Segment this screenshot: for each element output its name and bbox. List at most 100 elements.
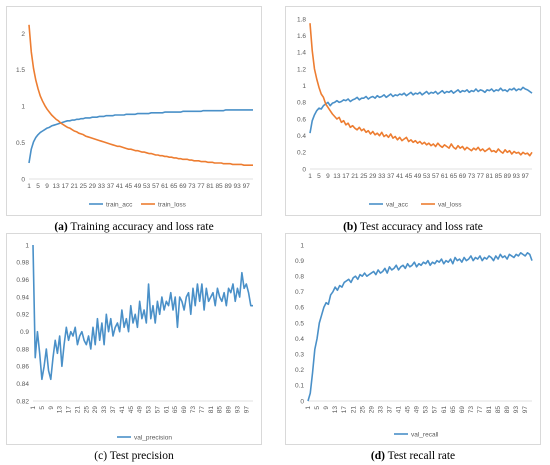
x-tick-label: 1	[27, 183, 31, 190]
x-tick-label: 81	[206, 183, 214, 190]
x-tick-label: 37	[107, 183, 115, 190]
x-tick-label: 93	[234, 183, 242, 190]
x-tick-label: 65	[170, 183, 178, 190]
x-tick-label: 89	[504, 173, 512, 180]
x-tick-label: 81	[486, 173, 494, 180]
legend-label-val_loss: val_loss	[438, 201, 462, 208]
x-tick-label: 69	[459, 406, 466, 414]
x-tick-label: 17	[341, 406, 348, 414]
y-tick-label: 1.2	[297, 66, 306, 73]
y-tick-label: 0.4	[295, 336, 304, 343]
x-tick-label: 13	[333, 173, 341, 180]
x-tick-label: 33	[98, 183, 106, 190]
y-tick-label: 0.4	[297, 133, 306, 140]
x-tick-label: 93	[513, 406, 520, 414]
x-tick-label: 17	[62, 183, 70, 190]
x-tick-label: 57	[154, 406, 161, 414]
caption-c: (c) Test precision	[6, 450, 262, 462]
x-tick-label: 77	[477, 173, 485, 180]
x-tick-label: 25	[360, 173, 368, 180]
caption-d-text: Test recall rate	[384, 450, 456, 462]
x-tick-label: 61	[161, 183, 169, 190]
x-tick-label: 21	[71, 183, 79, 190]
x-tick-label: 61	[441, 406, 448, 414]
series-line-val_recall	[307, 251, 533, 402]
x-tick-label: 21	[350, 406, 357, 414]
x-tick-label: 5	[39, 406, 46, 410]
x-tick-label: 65	[172, 406, 179, 414]
y-tick-label: 0.6	[295, 305, 304, 312]
y-tick-label: 0	[21, 176, 25, 183]
x-tick-label: 97	[522, 173, 530, 180]
x-tick-label: 9	[45, 183, 49, 190]
x-tick-label: 37	[386, 406, 393, 414]
x-tick-label: 29	[369, 173, 377, 180]
chart-frame-c: 0.82 0.84 0.86 0.88 0.9 0.92 0.94 0.96 0.98 1 1 5 9 1…	[6, 233, 262, 445]
chart-frame-d: 0 0.1 0.2 0.3 0.4 0.5 0.6 0.7 0.8 0.9 1 1 5 9 13 17 21 25…	[285, 233, 541, 445]
x-tick-label: 69	[459, 173, 467, 180]
x-tick-label: 53	[423, 406, 430, 414]
y-tick-label: 1.6	[297, 33, 306, 40]
chart-frame-b: 0 0.2 0.4 0.6 0.8 1 1.2 1.4 1.6 1.8 1 5 9 13 17 21 25 29 3…	[285, 6, 541, 216]
chart-d: 00.10.20.30.40.50.60.70.80.911 5 9 13 17 21 25…	[295, 242, 533, 438]
y-tick-label: 0.5	[16, 140, 25, 147]
x-tick-label: 41	[396, 406, 403, 414]
series-line-val_precision	[32, 244, 253, 381]
x-tick-label: 77	[477, 406, 484, 414]
y-tick-label: 2	[21, 31, 25, 38]
x-tick-label: 1	[308, 173, 312, 180]
chart-a: 00.511.521 5 9 13 17 21 25 29 33 37 41 45 49 53 57 61 65…	[16, 24, 253, 208]
y-tick-label: 0.7	[295, 289, 304, 296]
x-tick-label: 9	[326, 173, 330, 180]
x-tick-label: 21	[74, 406, 81, 414]
x-tick-label: 25	[83, 406, 90, 414]
x-tick-label: 61	[441, 173, 449, 180]
x-tick-label: 69	[179, 183, 187, 190]
y-tick-label: 0.2	[297, 150, 306, 157]
x-tick-label: 33	[101, 406, 108, 414]
x-tick-label: 97	[522, 406, 529, 414]
x-tick-label: 49	[414, 406, 421, 414]
x-tick-label: 57	[432, 406, 439, 414]
x-tick-label: 65	[450, 173, 458, 180]
y-tick-label: 0.94	[16, 294, 29, 301]
caption-d-letter: (d)	[370, 450, 385, 462]
series-line-train_loss	[28, 24, 253, 166]
x-tick-label: 93	[513, 173, 521, 180]
x-tick-label: 41	[396, 173, 404, 180]
x-tick-label: 37	[387, 173, 395, 180]
caption-d: (d) Test recall rate	[285, 450, 541, 462]
x-tick-label: 93	[234, 406, 241, 414]
x-tick-label: 1	[30, 406, 37, 410]
x-tick-label: 29	[92, 406, 99, 414]
x-tick-label: 85	[495, 406, 502, 414]
caption-a: (a) Training accuracy and loss rate	[6, 221, 262, 233]
x-tick-label: 21	[351, 173, 359, 180]
x-tick-label: 57	[432, 173, 440, 180]
caption-b-letter: (b)	[343, 221, 358, 233]
x-tick-label: 1	[305, 406, 312, 410]
y-tick-label: 0.84	[16, 381, 29, 388]
x-tick-label: 9	[48, 406, 55, 410]
x-tick-label: 9	[323, 406, 330, 410]
x-tick-label: 13	[332, 406, 339, 414]
y-tick-label: 0	[302, 166, 306, 173]
y-tick-label: 0.6	[297, 116, 306, 123]
x-tick-label: 61	[163, 406, 170, 414]
series-line-val_loss	[309, 23, 533, 157]
x-tick-label: 97	[243, 183, 251, 190]
x-tick-label: 53	[423, 173, 431, 180]
caption-a-letter: (a)	[54, 221, 68, 233]
y-tick-label: 0.1	[295, 383, 304, 390]
chart-frame-a: 0 0.5 1 1.5 2 1 5 9 13 17 21 25 29 33 37 41 45 49 53 57 61 65…	[6, 6, 262, 216]
x-tick-label: 97	[243, 406, 250, 414]
caption-a-text: Training accuracy and loss rate	[67, 221, 214, 233]
y-tick-label: 0.8	[297, 100, 306, 107]
x-tick-label: 85	[217, 406, 224, 414]
x-tick-label: 41	[116, 183, 124, 190]
x-tick-label: 5	[317, 173, 321, 180]
y-tick-label: 0.86	[16, 364, 29, 371]
x-tick-label: 41	[119, 406, 126, 414]
chart-b: 00.20.40.60.811.21.41.61.81 5 9 13 17 21 25 29 3…	[297, 16, 533, 208]
x-tick-label: 45	[405, 173, 413, 180]
